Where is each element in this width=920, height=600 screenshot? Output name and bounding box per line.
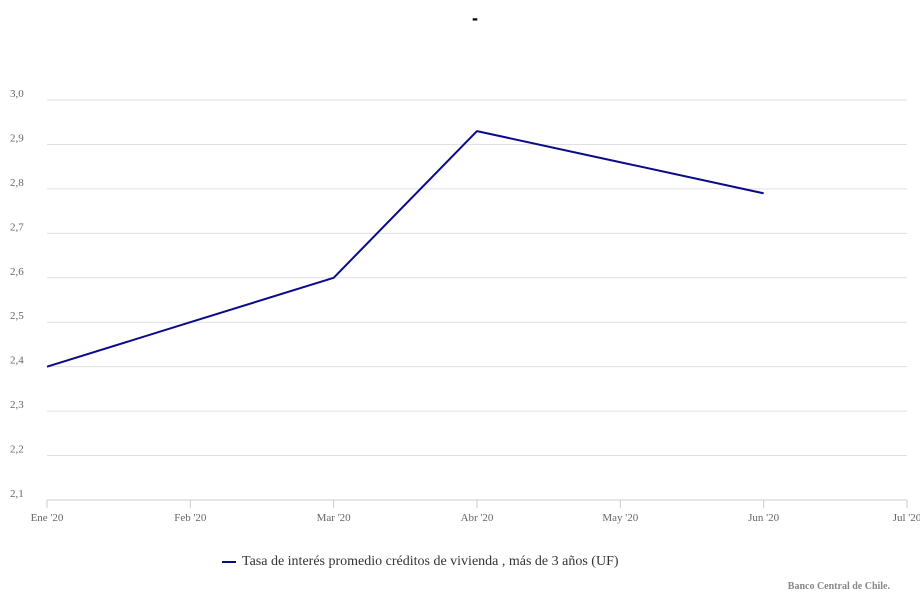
- series-line[interactable]: [46, 130, 764, 368]
- y-tick-label: 2,4: [10, 355, 24, 367]
- axis-layer: 2,1 2,2 2,3 2,4 2,5 2,6 2,7 2,8 2,9 3,0 Ene '20 Feb…: [10, 88, 920, 524]
- data-point[interactable]: [761, 191, 766, 196]
- y-tick-label: 3,0: [10, 88, 24, 100]
- y-tick-label: 2,6: [10, 266, 24, 278]
- legend[interactable]: Tasa de interés promedio créditos de viv…: [222, 554, 619, 570]
- y-tick-label: 2,9: [10, 132, 24, 144]
- y-tick-label: 2,2: [10, 444, 24, 456]
- data-point[interactable]: [475, 129, 480, 134]
- grid-layer: [47, 99, 907, 501]
- x-tick-label: Jul '20: [893, 512, 920, 524]
- data-point[interactable]: [45, 364, 50, 369]
- data-point[interactable]: [188, 320, 193, 325]
- x-tick-label: Jun '20: [748, 512, 780, 524]
- data-point[interactable]: [618, 160, 623, 165]
- chart-title: -: [472, 8, 478, 28]
- x-tick-label: Abr '20: [461, 512, 494, 524]
- series-layer: [45, 129, 766, 369]
- x-tick-label: Ene '20: [31, 512, 64, 524]
- data-point[interactable]: [331, 275, 336, 280]
- chart-plot: 2,1 2,2 2,3 2,4 2,5 2,6 2,7 2,8 2,9 3,0 Ene '20 Feb…: [10, 88, 920, 524]
- legend-swatch: [222, 561, 236, 563]
- y-tick-label: 2,8: [10, 177, 24, 189]
- credits[interactable]: Banco Central de Chile.: [787, 581, 890, 592]
- x-tick-label: Mar '20: [317, 512, 352, 524]
- y-tick-label: 2,1: [10, 488, 24, 500]
- x-tick-label: Feb '20: [174, 512, 207, 524]
- y-tick-label: 2,7: [10, 221, 24, 233]
- legend-label: Tasa de interés promedio créditos de viv…: [242, 554, 619, 569]
- x-tick-label: May '20: [602, 512, 638, 524]
- y-tick-label: 2,5: [10, 310, 24, 322]
- y-tick-label: 2,3: [10, 399, 24, 411]
